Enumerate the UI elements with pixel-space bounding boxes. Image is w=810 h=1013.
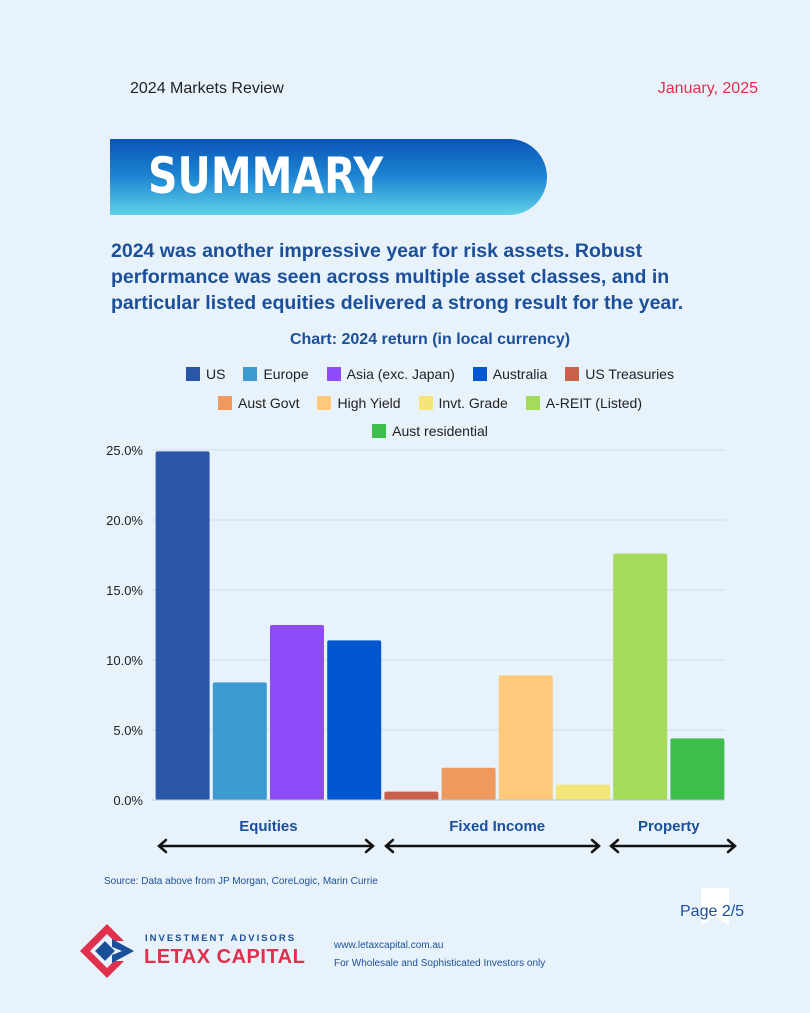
footer-website: www.letaxcapital.com.au — [334, 940, 444, 951]
legend-label: Europe — [263, 366, 309, 382]
legend-entry: US — [186, 366, 225, 382]
y-tick-label: 25.0% — [106, 443, 143, 458]
legend-swatch — [418, 396, 433, 410]
bookmark-icon — [701, 888, 729, 926]
bar-europe — [212, 682, 267, 800]
y-tick-label: 20.0% — [106, 513, 143, 528]
legend-label: Aust Govt — [238, 395, 300, 411]
logo-subtitle: INVESTMENT ADVISORS — [145, 933, 297, 944]
group-label: Equities — [239, 818, 297, 835]
report-title: 2024 Markets Review — [130, 80, 284, 97]
group-arrow-head-right — [726, 838, 737, 854]
legend-entry: Europe — [243, 366, 309, 382]
legend-swatch — [326, 367, 341, 381]
legend-swatch — [186, 367, 201, 381]
group-arrow-head-right — [364, 838, 375, 854]
legend-label: A-REIT (Listed) — [545, 395, 642, 411]
summary-heading: SUMMARY — [148, 147, 384, 205]
legend-label: US — [206, 366, 226, 382]
legend-swatch — [218, 396, 232, 410]
chart-title: Chart: 2024 return (in local currency) — [289, 331, 571, 348]
group-arrow-head-left — [609, 838, 620, 854]
footer-disclaimer: For Wholesale and Sophisticated Investor… — [334, 958, 546, 969]
bar-a-reit-listed- — [613, 553, 668, 800]
legend-entry: Australia — [472, 366, 548, 382]
legend-entry: Aust residential — [372, 423, 488, 439]
y-tick-label: 10.0% — [106, 653, 143, 668]
legend-swatch — [372, 424, 387, 438]
legend-label: Australia — [492, 366, 548, 382]
bar-australia — [327, 640, 382, 800]
y-tick-label: 0.0% — [113, 793, 143, 808]
letax-logo-icon — [80, 924, 134, 978]
legend-label: Asia (exc. Japan) — [346, 366, 455, 382]
legend-swatch — [243, 367, 258, 381]
group-arrow-head-right — [590, 838, 601, 854]
legend-entry: US Treasuries — [565, 366, 674, 382]
bar-us — [155, 451, 210, 800]
legend-row-1: US Europe Asia (exc. Japan) Australia US Tre… — [0, 366, 810, 382]
source-note: Source: Data above from JP Morgan, CoreL… — [104, 876, 378, 887]
legend-label: US Treasuries — [585, 366, 674, 382]
bar-aust-residential — [670, 738, 725, 800]
legend-swatch — [525, 396, 540, 410]
group-label: Fixed Income — [449, 818, 545, 835]
legend-row-2: Aust Govt High Yield Invt. Grade A-REIT (Li… — [0, 395, 810, 411]
legend-label: High Yield — [337, 395, 401, 411]
intro-paragraph: 2024 was another impressive year for ris… — [111, 240, 684, 314]
legend-entry: Asia (exc. Japan) — [326, 366, 455, 382]
bar-asia-exc-japan- — [270, 625, 324, 800]
group-arrow-head-left — [157, 838, 168, 854]
page-number: Page 2/5 — [680, 903, 745, 920]
bar-aust-govt — [441, 767, 496, 800]
bar-high-yield — [498, 675, 553, 800]
legend-entry: A-REIT (Listed) — [525, 395, 642, 411]
legend-row-3: Aust residential — [0, 423, 810, 439]
legend-swatch — [472, 367, 487, 381]
summary-banner — [110, 139, 547, 215]
logo-wordmark: LETAX CAPITAL — [144, 946, 306, 968]
legend-label: Aust residential — [392, 423, 488, 439]
legend-swatch — [565, 367, 580, 381]
legend-swatch — [317, 396, 332, 410]
group-arrow-head-left — [384, 838, 395, 854]
legend-label: Invt. Grade — [438, 395, 508, 411]
bar-invt-grade — [556, 784, 610, 800]
y-tick-label: 5.0% — [113, 723, 143, 738]
group-label: Property — [638, 818, 700, 835]
legend-entry: High Yield — [317, 395, 401, 411]
bar-us-treasuries — [384, 791, 439, 800]
legend-entry: Aust Govt — [218, 395, 299, 411]
legend-entry: Invt. Grade — [418, 395, 508, 411]
report-date: January, 2025 — [657, 80, 758, 97]
bar-chart: 0.0% 5.0% 10.0% 15.0% 20.0% 25.0% Equities Fixe… — [106, 443, 737, 854]
y-tick-label: 15.0% — [106, 583, 143, 598]
